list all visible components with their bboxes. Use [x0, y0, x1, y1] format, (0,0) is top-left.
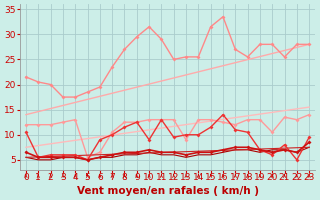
X-axis label: Vent moyen/en rafales ( km/h ): Vent moyen/en rafales ( km/h )	[76, 186, 259, 196]
